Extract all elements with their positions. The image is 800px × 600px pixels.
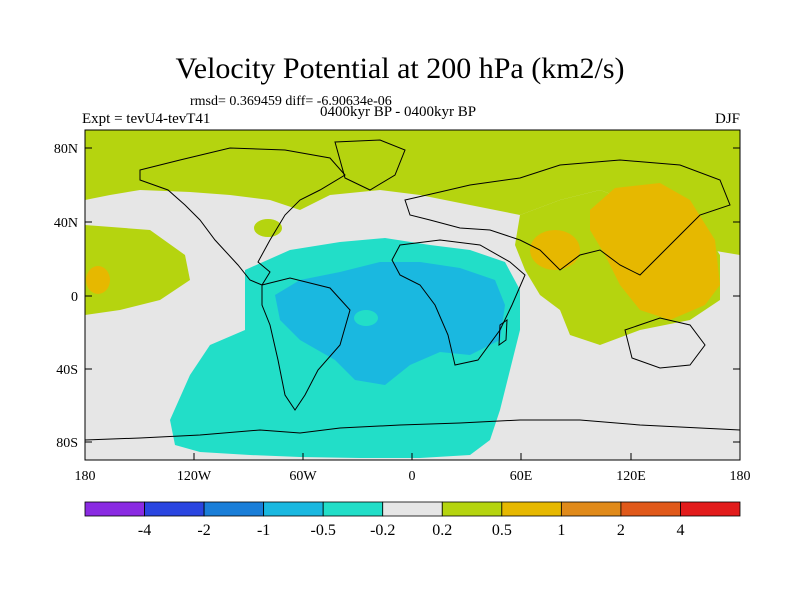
stats-label: rmsd= 0.369459 diff= -6.90634e-06 xyxy=(190,94,392,109)
y-tick-label: 80N xyxy=(54,142,78,157)
colorbar-swatch xyxy=(620,501,681,517)
coastlines xyxy=(84,139,741,441)
x-axis: 180 120W 60W 0 60E 120E 180 xyxy=(75,453,751,484)
colorbar-label: 2 xyxy=(617,522,625,539)
colorbar-label: 4 xyxy=(676,522,684,539)
x-tick-label: 0 xyxy=(409,469,416,484)
season-label: DJF xyxy=(714,111,740,127)
colorbar-label: -0.5 xyxy=(311,522,336,539)
y-tick-label: 0 xyxy=(71,290,78,305)
colorbar-swatch xyxy=(144,501,205,517)
positive-region-pacific-west xyxy=(85,225,190,315)
coast-north-america xyxy=(139,147,346,286)
colorbar xyxy=(84,501,741,517)
x-tick-label: 120E xyxy=(616,469,646,484)
experiment-label: Expt = tevU4-tevT41 xyxy=(82,111,211,127)
colorbar-label: -2 xyxy=(197,522,210,539)
x-tick-label: 60W xyxy=(289,469,317,484)
coast-greenland xyxy=(334,139,406,191)
coast-south-america xyxy=(261,277,351,411)
colorbar-swatch xyxy=(84,501,145,517)
map-title: Velocity Potential at 200 hPa (km2/s) xyxy=(175,52,625,85)
coast-africa xyxy=(391,239,526,366)
x-tick-label: 180 xyxy=(730,469,751,484)
colorbar-swatch xyxy=(501,501,562,517)
y-axis: 80N 40N 0 40S 80S xyxy=(54,142,740,451)
colorbar-swatch xyxy=(263,501,324,517)
colorbar-swatch xyxy=(680,501,741,517)
coast-australia xyxy=(624,317,706,369)
coast-antarctica xyxy=(84,419,741,441)
contour-fills xyxy=(85,130,740,458)
colorbar-labels: -4 -2 -1 -0.5 -0.2 0.2 0.5 1 2 4 xyxy=(138,522,685,539)
orange-max-pacific xyxy=(590,183,720,320)
orange-max-west xyxy=(86,266,110,294)
colorbar-swatch xyxy=(203,501,265,517)
colorbar-swatch xyxy=(382,501,443,517)
y-tick-label: 40S xyxy=(56,363,78,378)
period-label: 0400kyr BP - 0400kyr BP xyxy=(320,104,477,120)
x-tick-label: 120W xyxy=(177,469,212,484)
coast-europe-asia xyxy=(404,159,731,276)
colorbar-label: -1 xyxy=(257,522,270,539)
weak-center-atlantic xyxy=(354,310,378,326)
x-tick-label: 60E xyxy=(510,469,533,484)
colorbar-label: 0.5 xyxy=(492,522,512,539)
colorbar-swatch xyxy=(441,501,503,517)
positive-region-na xyxy=(254,219,282,237)
colorbar-label: -0.2 xyxy=(370,522,395,539)
x-tick-label: 180 xyxy=(75,469,96,484)
coast-madagascar xyxy=(498,318,508,347)
colorbar-label: -4 xyxy=(138,522,151,539)
colorbar-label: 1 xyxy=(557,522,565,539)
colorbar-swatch xyxy=(322,501,384,517)
colorbar-label: 0.2 xyxy=(432,522,452,539)
colorbar-swatch xyxy=(560,501,622,517)
y-tick-label: 40N xyxy=(54,216,78,231)
orange-max-india xyxy=(530,230,580,270)
positive-region-north xyxy=(85,130,740,255)
y-tick-label: 80S xyxy=(56,436,78,451)
